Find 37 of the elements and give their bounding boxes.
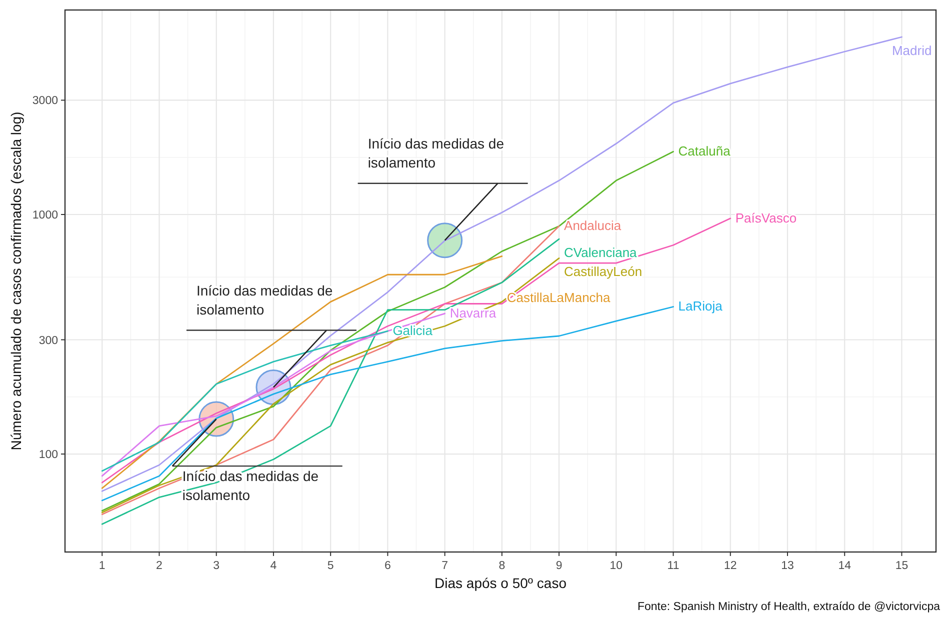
x-tick-label: 10 (610, 560, 623, 572)
x-tick-label: 11 (667, 560, 680, 572)
text: CastillaLaMancha (506, 290, 612, 306)
x-tick-label: 5 (327, 560, 334, 572)
x-tick-label: 9 (556, 560, 562, 572)
x-tick-label: 14 (838, 560, 852, 572)
y-tick-label: 100 (38, 449, 58, 462)
x-tick-label: 4 (270, 560, 278, 572)
x-axis-title: Dias após o 50º caso (434, 575, 567, 591)
y-tick-label: 3000 (32, 95, 58, 108)
x-tick-label: 8 (498, 560, 506, 572)
annotation: Início das medidas de isolamento (196, 282, 333, 318)
annotation: Início das medidas de isolamento (368, 135, 504, 170)
x-tick-label: 1 (98, 560, 106, 572)
series-label: CValenciana (564, 245, 638, 260)
series-label: LaRioja (678, 298, 724, 314)
x-tick-label: 12 (724, 560, 737, 572)
series-label: Andalucia (564, 218, 622, 234)
x-tick-label: 2 (156, 560, 162, 572)
x-tick-label: 3 (213, 560, 220, 572)
line-series (101, 150, 674, 512)
y-tick-label: 1000 (32, 210, 58, 222)
x-tick-label: 6 (384, 560, 391, 572)
x-tick-label: 13 (781, 560, 794, 572)
line-series (101, 218, 732, 484)
series-label: CastillayLeón (564, 264, 642, 280)
series-label: Madrid (892, 43, 932, 58)
source-note: Fonte: Spanish Ministry of Health, extraído de @victorvicpa (637, 601, 941, 613)
x-tick-label: 7 (442, 560, 448, 572)
series-label: Cataluña (678, 144, 732, 159)
y-tick-label: 300 (38, 334, 58, 347)
x-tick-label: 15 (895, 560, 908, 572)
series-label: PaísVasco (735, 210, 797, 226)
y-axis-title: Número acumulado de casos confirmados (escala log) (8, 112, 24, 450)
line-series (101, 255, 503, 489)
line-series (101, 330, 388, 472)
line-series (101, 306, 674, 502)
